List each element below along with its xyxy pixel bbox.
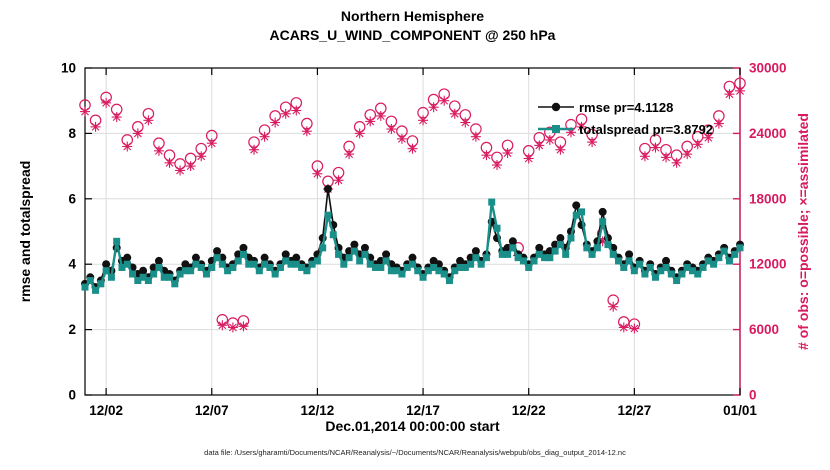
svg-text:8: 8 [68,126,76,141]
svg-text:30000: 30000 [749,61,787,76]
x-axis-label: Dec.01,2014 00:00:00 start [325,418,500,434]
chart-subtitle: ACARS_U_WIND_COMPONENT @ 250 hPa [269,27,556,43]
totalspread-legend-marker-icon [538,125,574,133]
svg-text:12/27: 12/27 [617,403,651,418]
legend: rmse pr=4.1128 totalspread pr=3.8792 [538,96,713,140]
svg-text:12/12: 12/12 [301,403,335,418]
svg-text:6000: 6000 [749,322,779,337]
svg-text:4: 4 [68,257,76,272]
y-axis-label-left: rmse and totalspread [17,161,33,303]
svg-text:0: 0 [749,388,757,403]
svg-text:0: 0 [68,388,76,403]
svg-text:12/22: 12/22 [512,403,546,418]
chart-title: Northern Hemisphere [340,8,485,24]
svg-text:01/01: 01/01 [723,403,757,418]
data-file-caption: data file: /Users/gharamti/Documents/NCA… [204,448,626,457]
svg-text:12000: 12000 [749,257,787,272]
rmse-legend-marker-icon [538,102,574,112]
legend-item-rmse: rmse pr=4.1128 [538,96,713,118]
legend-label-rmse: rmse pr=4.1128 [579,99,674,115]
svg-text:12/07: 12/07 [195,403,229,418]
svg-text:2: 2 [68,322,76,337]
svg-text:12/02: 12/02 [89,403,123,418]
legend-label-totalspread: totalspread pr=3.8792 [579,121,714,137]
svg-text:6: 6 [68,191,76,206]
svg-text:12/17: 12/17 [406,403,440,418]
svg-text:10: 10 [61,61,76,76]
svg-text:18000: 18000 [749,191,787,206]
legend-item-totalspread: totalspread pr=3.8792 [538,118,713,140]
y-axis-label-right: # of obs: o=possible; ×=assimilated [795,113,811,350]
svg-text:24000: 24000 [749,126,787,141]
